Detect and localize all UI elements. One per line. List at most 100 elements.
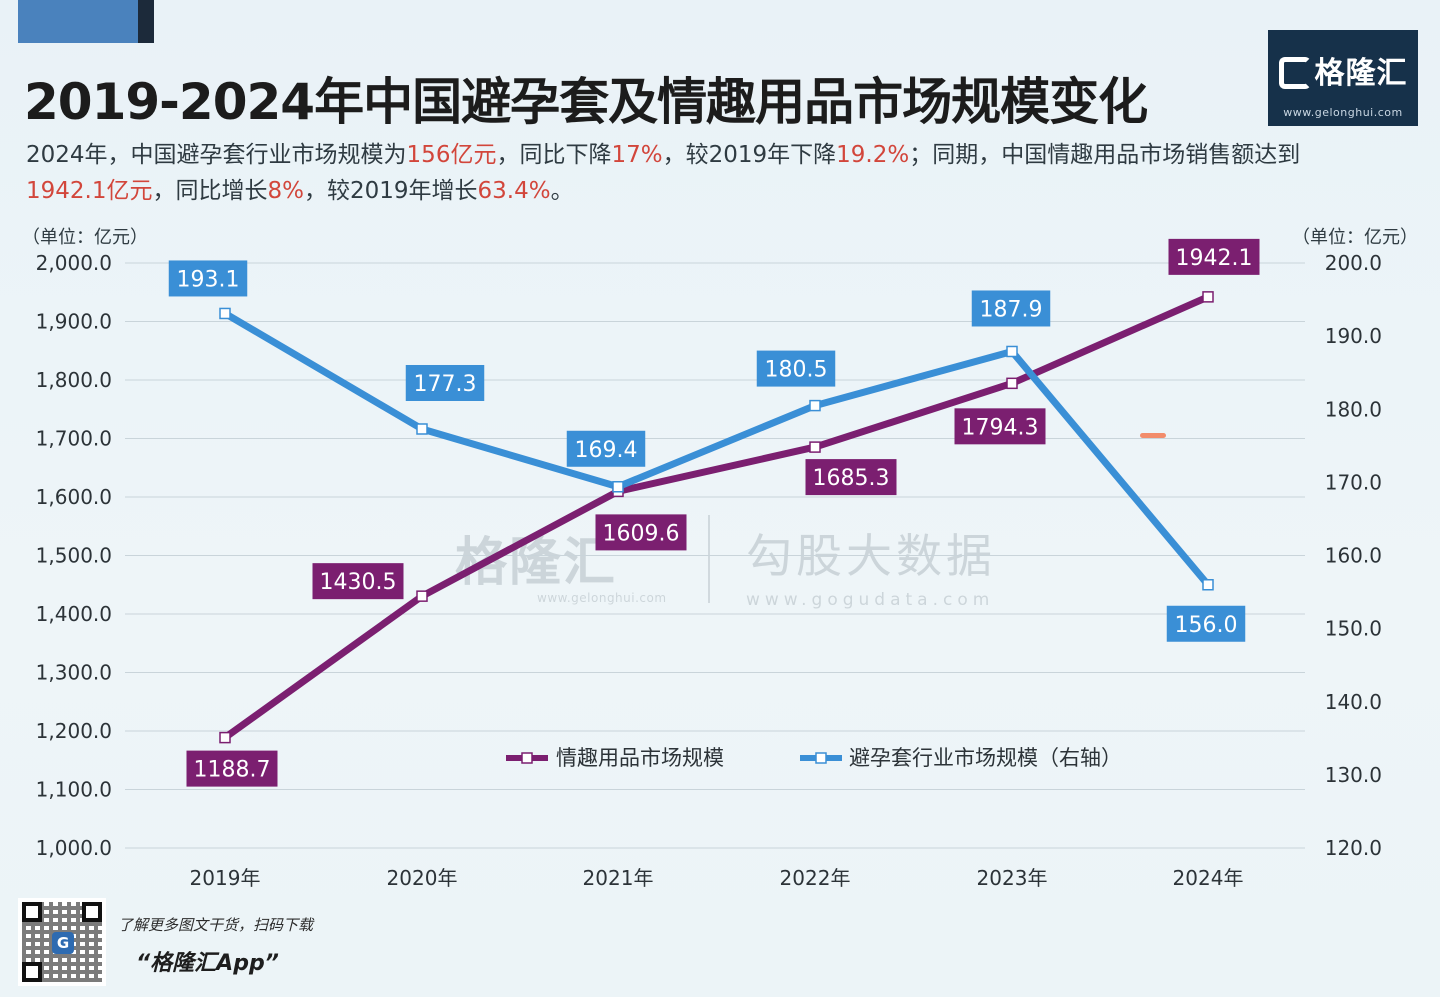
x-axis-tick-label: 2019年 <box>190 866 261 890</box>
biyuntao-point <box>809 399 821 412</box>
biyuntao-data-label: 156.0 <box>1175 613 1238 638</box>
biyuntao-data-label-bg <box>756 350 836 387</box>
biyuntao-data-label-bg <box>566 430 646 467</box>
right-axis-tick-label: 190.0 <box>1325 324 1382 348</box>
biyuntao-data-label: 187.9 <box>980 297 1043 322</box>
summary-highlight: 156亿元 <box>406 142 497 168</box>
biyuntao-point <box>612 481 624 493</box>
watermark-divider <box>708 515 710 603</box>
summary-part: ，较2019年下降 <box>662 142 837 168</box>
right-axis-tick-label: 130.0 <box>1325 763 1382 787</box>
left-axis-tick-label: 1,800.0 <box>36 368 112 392</box>
footer-app-name: “格隆汇App” <box>136 951 279 976</box>
x-axis-tick-label: 2022年 <box>780 866 851 890</box>
qingqu-data-label-bg <box>954 408 1046 445</box>
qingqu-point <box>416 590 428 602</box>
qr-code[interactable]: G <box>18 898 106 986</box>
left-axis-tick-label: 1,700.0 <box>36 427 112 451</box>
qingqu-data-label: 1794.3 <box>962 415 1039 440</box>
qingqu-data-label: 1609.6 <box>603 521 680 546</box>
qingqu-data-label-bg <box>805 459 897 496</box>
right-axis-unit: （单位：亿元） <box>1292 227 1418 248</box>
summary-highlight: 17% <box>611 142 663 168</box>
left-axis-tick-label: 1,400.0 <box>36 602 112 626</box>
left-axis-tick-label: 2,000.0 <box>36 251 112 275</box>
stray-mark <box>1140 433 1166 438</box>
watermark-url: www.gogudata.com <box>746 590 995 610</box>
biyuntao-data-label: 177.3 <box>414 372 477 397</box>
left-axis-tick-label: 1,100.0 <box>36 778 112 802</box>
qingqu-data-label: 1685.3 <box>813 466 890 491</box>
right-axis-tick-label: 160.0 <box>1325 544 1382 568</box>
x-axis-tick-label: 2020年 <box>387 866 458 890</box>
qr-finder <box>82 902 102 922</box>
qingqu-data-label-bg <box>186 750 278 787</box>
qingqu-data-label-bg <box>1168 238 1260 275</box>
qingqu-data-label-bg <box>595 514 687 551</box>
summary-part: ，同比下降 <box>496 142 612 168</box>
summary-text: 2024年，中国避孕套行业市场规模为156亿元，同比下降17%，较2019年下降… <box>26 137 1316 209</box>
brand-logo: 格隆汇 www.gelonghui.com <box>1268 30 1418 126</box>
qingqu-data-label: 1942.1 <box>1176 246 1253 271</box>
x-axis-tick-label: 2021年 <box>583 866 654 890</box>
biyuntao-point <box>1202 579 1214 591</box>
biyuntao-data-label: 193.1 <box>177 267 240 292</box>
qingqu-point <box>1006 377 1018 390</box>
biyuntao-point <box>1006 345 1018 358</box>
summary-highlight: 63.4% <box>477 178 551 204</box>
legend-marker-biyuntao <box>815 752 827 764</box>
qingqu-data-label: 1188.7 <box>194 758 271 783</box>
left-axis-unit: （单位：亿元） <box>22 227 148 248</box>
g-logo-icon <box>1278 57 1311 89</box>
summary-highlight: 8% <box>267 178 304 204</box>
qingqu-data-label: 1430.5 <box>320 570 397 595</box>
watermark-url: www.gelonghui.com <box>537 591 667 605</box>
biyuntao-point <box>219 307 231 320</box>
summary-highlight: 19.2% <box>836 142 910 168</box>
left-axis-tick-label: 1,600.0 <box>36 485 112 509</box>
series-line-biyuntao <box>223 310 1211 588</box>
right-axis-tick-label: 120.0 <box>1325 836 1382 860</box>
qr-finder <box>22 962 42 982</box>
legend-marker-qingqu <box>521 752 533 764</box>
right-axis-tick-label: 150.0 <box>1325 617 1382 641</box>
summary-part: ；同期，中国情趣用品市场销售额达到 <box>909 142 1301 168</box>
logo-url: www.gelonghui.com <box>1283 106 1403 119</box>
biyuntao-data-label: 169.4 <box>575 438 638 463</box>
biyuntao-data-label-bg <box>168 260 248 297</box>
footer-cta: 了解更多图文干货，扫码下载 <box>118 916 314 934</box>
biyuntao-data-label-bg <box>405 364 485 401</box>
summary-part: ，同比增长 <box>152 178 268 204</box>
x-axis-tick-label: 2024年 <box>1173 866 1244 890</box>
right-axis-tick-label: 180.0 <box>1325 397 1382 421</box>
header-accent-bar <box>18 0 154 43</box>
qr-finder <box>22 902 42 922</box>
summary-highlight: 1942.1亿元 <box>26 178 153 204</box>
summary-part: 2024年，中国避孕套行业市场规模为 <box>26 142 407 168</box>
logo-wordmark: 格隆汇 <box>1268 48 1418 92</box>
right-axis-tick-label: 200.0 <box>1325 251 1382 275</box>
gelonghui-watermark: 格隆汇 www.gelonghui.com <box>455 520 667 605</box>
qingqu-point <box>809 441 821 453</box>
right-axis-tick-label: 140.0 <box>1325 690 1382 714</box>
summary-part: ，较2019年增长 <box>303 178 478 204</box>
qr-logo-icon: G <box>52 932 74 954</box>
left-axis-tick-label: 1,300.0 <box>36 661 112 685</box>
biyuntao-data-label-bg <box>1166 605 1246 642</box>
qingqu-point <box>219 731 231 744</box>
left-axis-tick-label: 1,000.0 <box>36 836 112 860</box>
left-axis-tick-label: 1,900.0 <box>36 310 112 334</box>
qingqu-point <box>1202 291 1214 303</box>
left-axis-tick-label: 1,500.0 <box>36 544 112 568</box>
biyuntao-data-label: 180.5 <box>765 358 828 383</box>
right-axis-tick-label: 170.0 <box>1325 470 1382 494</box>
series-line-qingqu <box>222 293 1210 741</box>
legend-label-biyuntao: 避孕套行业市场规模（右轴） <box>849 746 1122 770</box>
x-axis-tick-label: 2023年 <box>977 866 1048 890</box>
qingqu-data-label-bg <box>312 563 404 600</box>
legend-label-qingqu: 情趣用品市场规模 <box>556 746 724 770</box>
left-axis-tick-label: 1,200.0 <box>36 719 112 743</box>
biyuntao-point <box>416 423 428 435</box>
logo-name: 格隆汇 <box>1314 56 1408 91</box>
